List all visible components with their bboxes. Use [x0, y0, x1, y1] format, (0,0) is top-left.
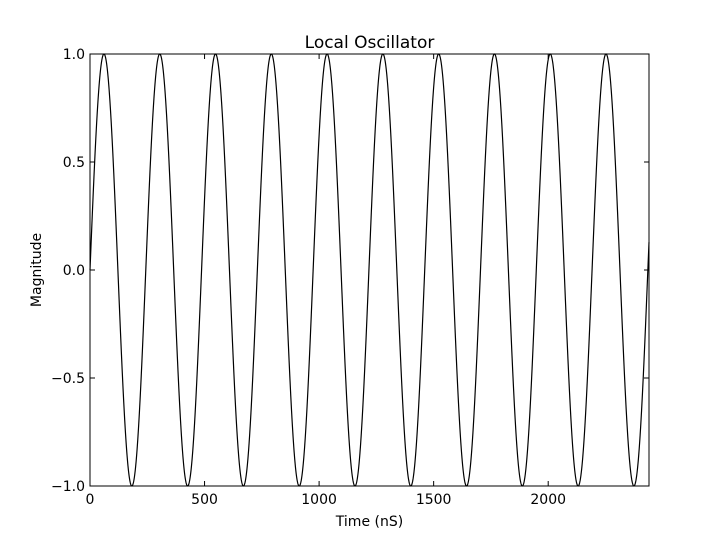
x-tick-label: 2000 [530, 492, 566, 508]
plot-frame [89, 53, 650, 487]
series-line-local-oscillator [89, 53, 650, 487]
y-tick-label: −0.5 [51, 371, 85, 387]
x-axis: 0 500 1000 1500 2000 [86, 54, 566, 508]
chart-title: Local Oscillator [305, 33, 435, 53]
y-tick-label: 0.5 [63, 155, 85, 171]
plot-area [89, 53, 650, 487]
y-axis-label: Magnitude [29, 233, 45, 307]
y-tick-label: 1.0 [63, 47, 85, 63]
y-tick-label: 0.0 [63, 263, 85, 279]
x-tick-label: 1500 [416, 492, 452, 508]
x-tick-label: 0 [86, 492, 95, 508]
x-tick-label: 1000 [301, 492, 337, 508]
x-axis-label: Time (nS) [335, 514, 403, 530]
y-tick-label: −1.0 [51, 479, 85, 495]
x-tick-label: 500 [191, 492, 218, 508]
